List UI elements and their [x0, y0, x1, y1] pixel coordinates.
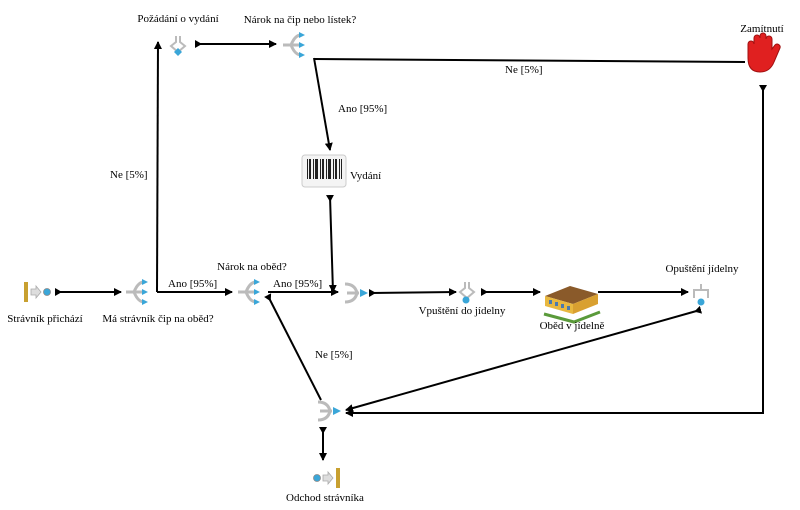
label-request: Požádání o vydání: [137, 13, 218, 25]
decision-icon[interactable]: [281, 30, 307, 60]
edge-merge-to-admit[interactable]: [368, 288, 457, 298]
label-claim-no: Ne [5%]: [505, 64, 543, 76]
label-reject: Zamítnutí: [740, 23, 783, 35]
edge-claim-yes[interactable]: [313, 57, 333, 151]
activity-icon[interactable]: [693, 284, 709, 306]
label-has-chip: Má strávník čip na oběd?: [102, 313, 213, 325]
label-leave-canteen: Opuštění jídelny: [665, 263, 739, 275]
label-issue: Vydání: [350, 170, 381, 182]
edge-reject-to-merge[interactable]: [345, 85, 767, 417]
edges: [55, 40, 767, 461]
edge-has-chip-no[interactable]: [153, 41, 162, 293]
label-has-chip-yes: Ano [95%]: [168, 278, 217, 290]
label-lunch: Oběd v jídelně: [540, 320, 605, 332]
merge-icon[interactable]: [316, 400, 343, 422]
label-claim-yes: Ano [95%]: [338, 103, 387, 115]
edge-issue-to-merge[interactable]: [325, 194, 337, 293]
merge-icon[interactable]: [343, 282, 370, 304]
decision-icon[interactable]: [124, 277, 150, 307]
edge-claim-no[interactable]: [313, 58, 746, 63]
label-exit: Odchod strávníka: [286, 492, 364, 504]
label-meal-no: Ne [5%]: [315, 349, 353, 361]
edge-meal-no[interactable]: [263, 293, 322, 401]
label-start: Strávník přichází: [7, 313, 82, 325]
label-meal-yes: Ano [95%]: [273, 278, 322, 290]
label-admit: Vpuštění do jídelny: [419, 305, 506, 317]
activity-icon[interactable]: [458, 282, 476, 304]
barcode-icon[interactable]: [301, 154, 347, 188]
start-event-icon[interactable]: [24, 282, 51, 302]
edge-leave-to-merge[interactable]: [345, 305, 703, 412]
label-meal-claim: Nárok na oběd?: [217, 261, 287, 273]
label-chip-or-ticket: Nárok na čip nebo lístek?: [244, 14, 357, 26]
canteen-building-icon[interactable]: [543, 286, 601, 324]
stop-hand-icon[interactable]: [747, 32, 781, 73]
decision-icon[interactable]: [236, 277, 262, 307]
activity-icon[interactable]: [169, 36, 187, 56]
end-event-icon[interactable]: [313, 468, 341, 488]
label-has-chip-no: Ne [5%]: [110, 169, 148, 181]
